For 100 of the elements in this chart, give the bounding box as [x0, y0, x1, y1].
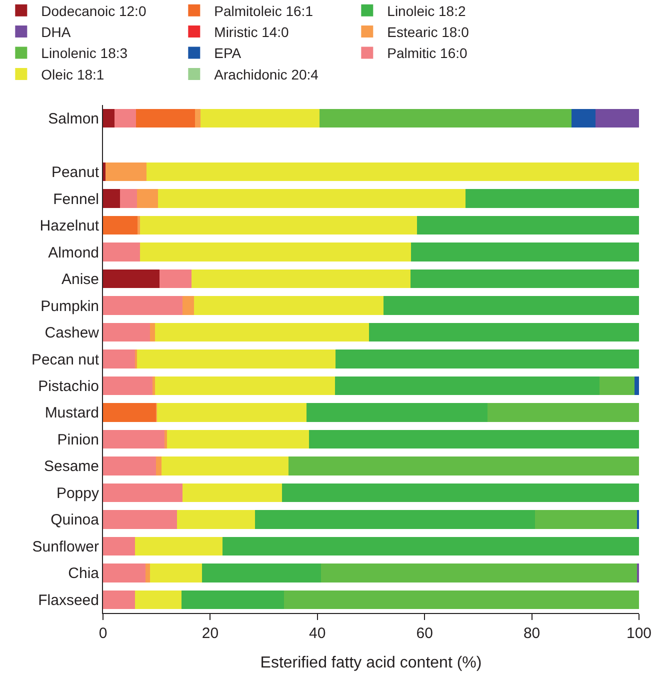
bar: [103, 483, 182, 502]
y-tick-label: Pistachio: [38, 378, 99, 395]
bar: [145, 564, 150, 582]
bar: [103, 189, 120, 208]
bar: [103, 322, 150, 342]
bar: [161, 456, 288, 476]
bar: [191, 269, 411, 288]
x-tick-label: 60: [416, 625, 433, 642]
bar: [194, 296, 384, 315]
bar: [182, 483, 282, 502]
bar: [103, 350, 136, 368]
bar: [411, 242, 639, 262]
bar: [195, 109, 201, 128]
bar: [136, 350, 336, 368]
bar: [368, 322, 639, 342]
y-tick-label: Fennel: [53, 190, 99, 208]
bar: [103, 430, 165, 449]
y-tick-label: Flaxseed: [38, 592, 99, 609]
bar: [535, 510, 638, 529]
legend-label: Linoleic 18:2: [387, 2, 466, 19]
y-tick-label: Sunflower: [32, 538, 100, 556]
bar: [103, 296, 182, 315]
legend-label: Miristic 14:0: [214, 24, 290, 40]
bar: [487, 403, 639, 422]
y-tick-label: Quinoa: [50, 512, 100, 529]
x-tick-label: 20: [202, 625, 219, 642]
bar: [140, 242, 412, 262]
bar: [120, 189, 137, 208]
bar: [103, 564, 146, 582]
bar: [154, 322, 369, 342]
bar: [135, 536, 223, 556]
legend-label: Oleic 18:1: [41, 66, 104, 82]
bar: [222, 536, 639, 556]
y-tick-label: Pecan nut: [31, 351, 100, 368]
bar: [154, 376, 336, 396]
bar: [152, 376, 155, 396]
y-tick-label: Pinion: [57, 431, 99, 448]
bar: [146, 162, 639, 182]
bar: [308, 430, 639, 449]
bar: [255, 510, 536, 529]
bar: [103, 456, 156, 476]
bar: [103, 403, 156, 422]
bar: [321, 564, 638, 582]
bar: [140, 216, 418, 235]
bar: [103, 216, 138, 235]
bar: [103, 590, 136, 609]
bar: [335, 376, 600, 396]
y-tick-label: Almond: [48, 244, 99, 262]
y-tick-label: Peanut: [51, 164, 100, 182]
bar: [288, 456, 639, 476]
bar: [114, 109, 136, 128]
legend-label: DHA: [41, 24, 72, 40]
x-tick-label: 0: [98, 625, 108, 642]
x-axis-title: Esterified fatty acid content (%): [260, 654, 482, 672]
bar: [417, 216, 639, 235]
bar: [135, 590, 182, 609]
y-tick-label: Hazelnut: [40, 218, 100, 235]
bar: [150, 564, 202, 582]
y-tick-label: Sesame: [44, 458, 99, 476]
bar: [157, 403, 307, 422]
bar: [103, 269, 160, 288]
y-tick-label: Salmon: [48, 110, 99, 128]
bar: [282, 483, 639, 502]
bar: [156, 456, 162, 476]
bar: [136, 189, 158, 208]
bar: [176, 510, 256, 529]
legend-label: Estearic 18:0: [387, 24, 470, 40]
bar: [103, 162, 106, 182]
bar: [336, 350, 639, 368]
bar: [634, 376, 639, 396]
bar: [159, 269, 192, 288]
bar: [158, 189, 466, 208]
bar: [465, 189, 639, 208]
legend-label: EPA: [214, 45, 242, 62]
bar: [596, 109, 639, 128]
x-tick-label: 40: [309, 625, 326, 642]
bar: [103, 536, 136, 556]
bar: [599, 376, 635, 396]
bar: [410, 269, 639, 288]
bar: [103, 242, 140, 262]
bar: [306, 403, 488, 422]
y-tick-label: Anise: [61, 271, 99, 288]
legend-label: Palmitoleic 16:1: [214, 2, 314, 19]
bar: [150, 322, 155, 342]
bar: [284, 590, 639, 609]
y-tick-label: Poppy: [56, 484, 100, 502]
y-tick-label: Cashew: [44, 324, 100, 342]
x-tick-label: 80: [523, 625, 540, 642]
y-tick-label: Chia: [68, 565, 100, 582]
bar: [571, 109, 596, 128]
bar: [320, 109, 572, 128]
bar: [182, 296, 194, 315]
bar: [103, 376, 152, 396]
bar: [383, 296, 639, 315]
bar: [103, 510, 177, 529]
bar: [106, 162, 146, 182]
legend-label: Linolenic 18:3: [41, 45, 128, 62]
bar: [200, 109, 320, 128]
bar: [181, 590, 284, 609]
bar: [137, 216, 140, 235]
